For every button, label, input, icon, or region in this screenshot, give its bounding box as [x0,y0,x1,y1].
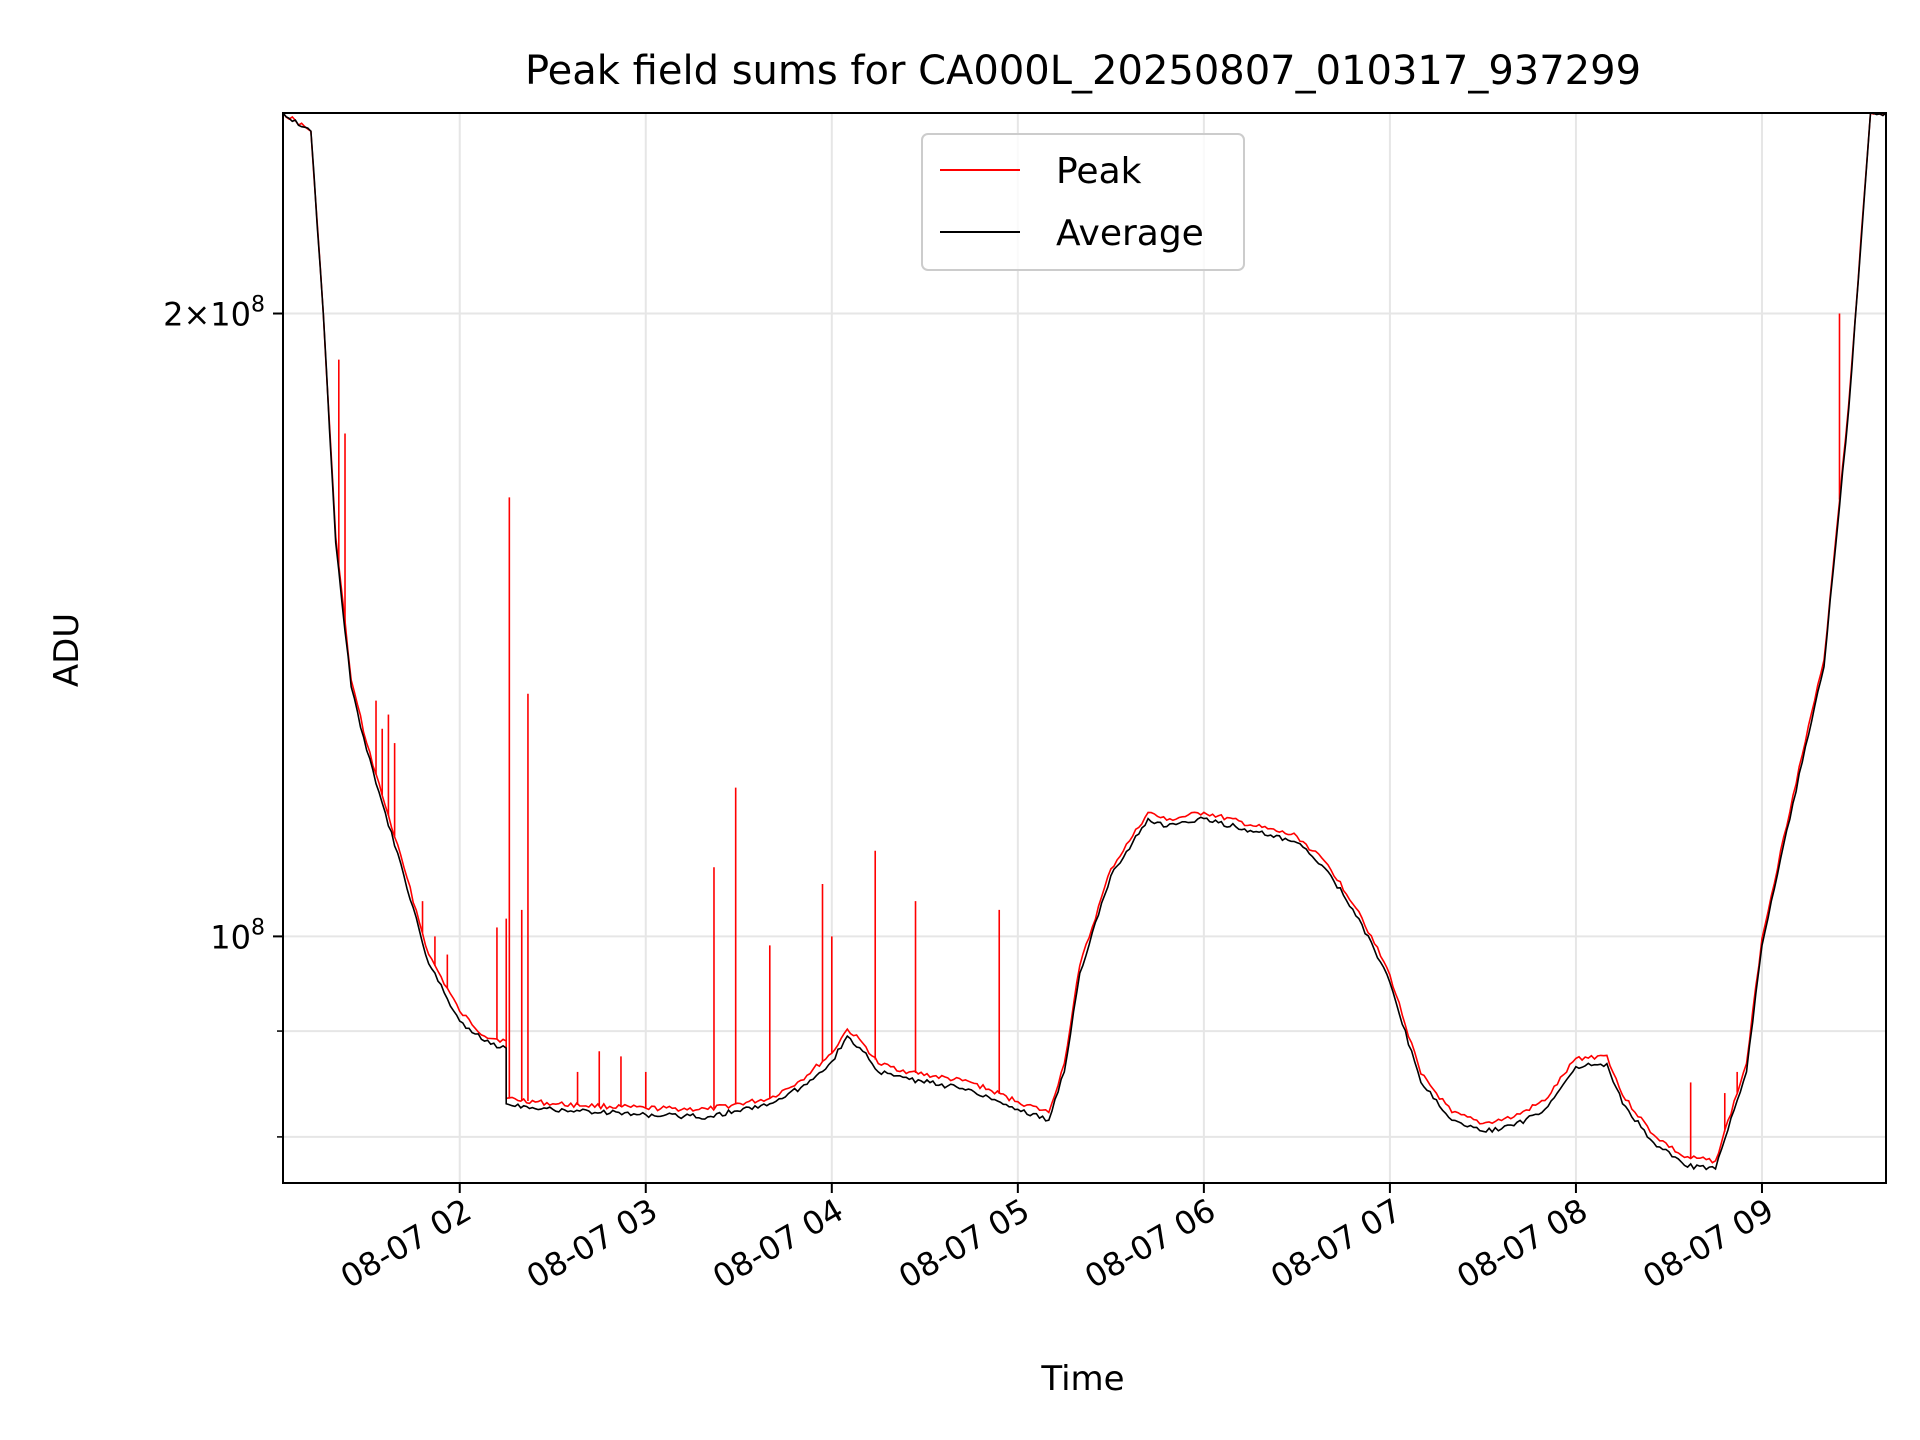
peak-spikes [338,313,1841,1159]
legend-label-peak: Peak [1056,151,1142,192]
y-tick-label: 108 [210,915,265,956]
plot-area [283,113,1886,1171]
legend: Peak Average [921,133,1245,271]
grid [283,113,1886,1183]
series-line-average [283,113,1886,1171]
y-axis: 108 2×108 [163,293,283,1138]
plot-frame [282,112,1887,1184]
chart-title: Peak field sums for CA000L_20250807_0103… [525,48,1641,94]
legend-box [921,133,1245,271]
series-line-peak [283,113,1886,1164]
y-tick-label: 2×108 [163,293,265,334]
legend-label-average: Average [1056,213,1204,254]
y-axis-label: ADU [47,613,87,687]
x-axis-label: Time [1040,1359,1124,1399]
